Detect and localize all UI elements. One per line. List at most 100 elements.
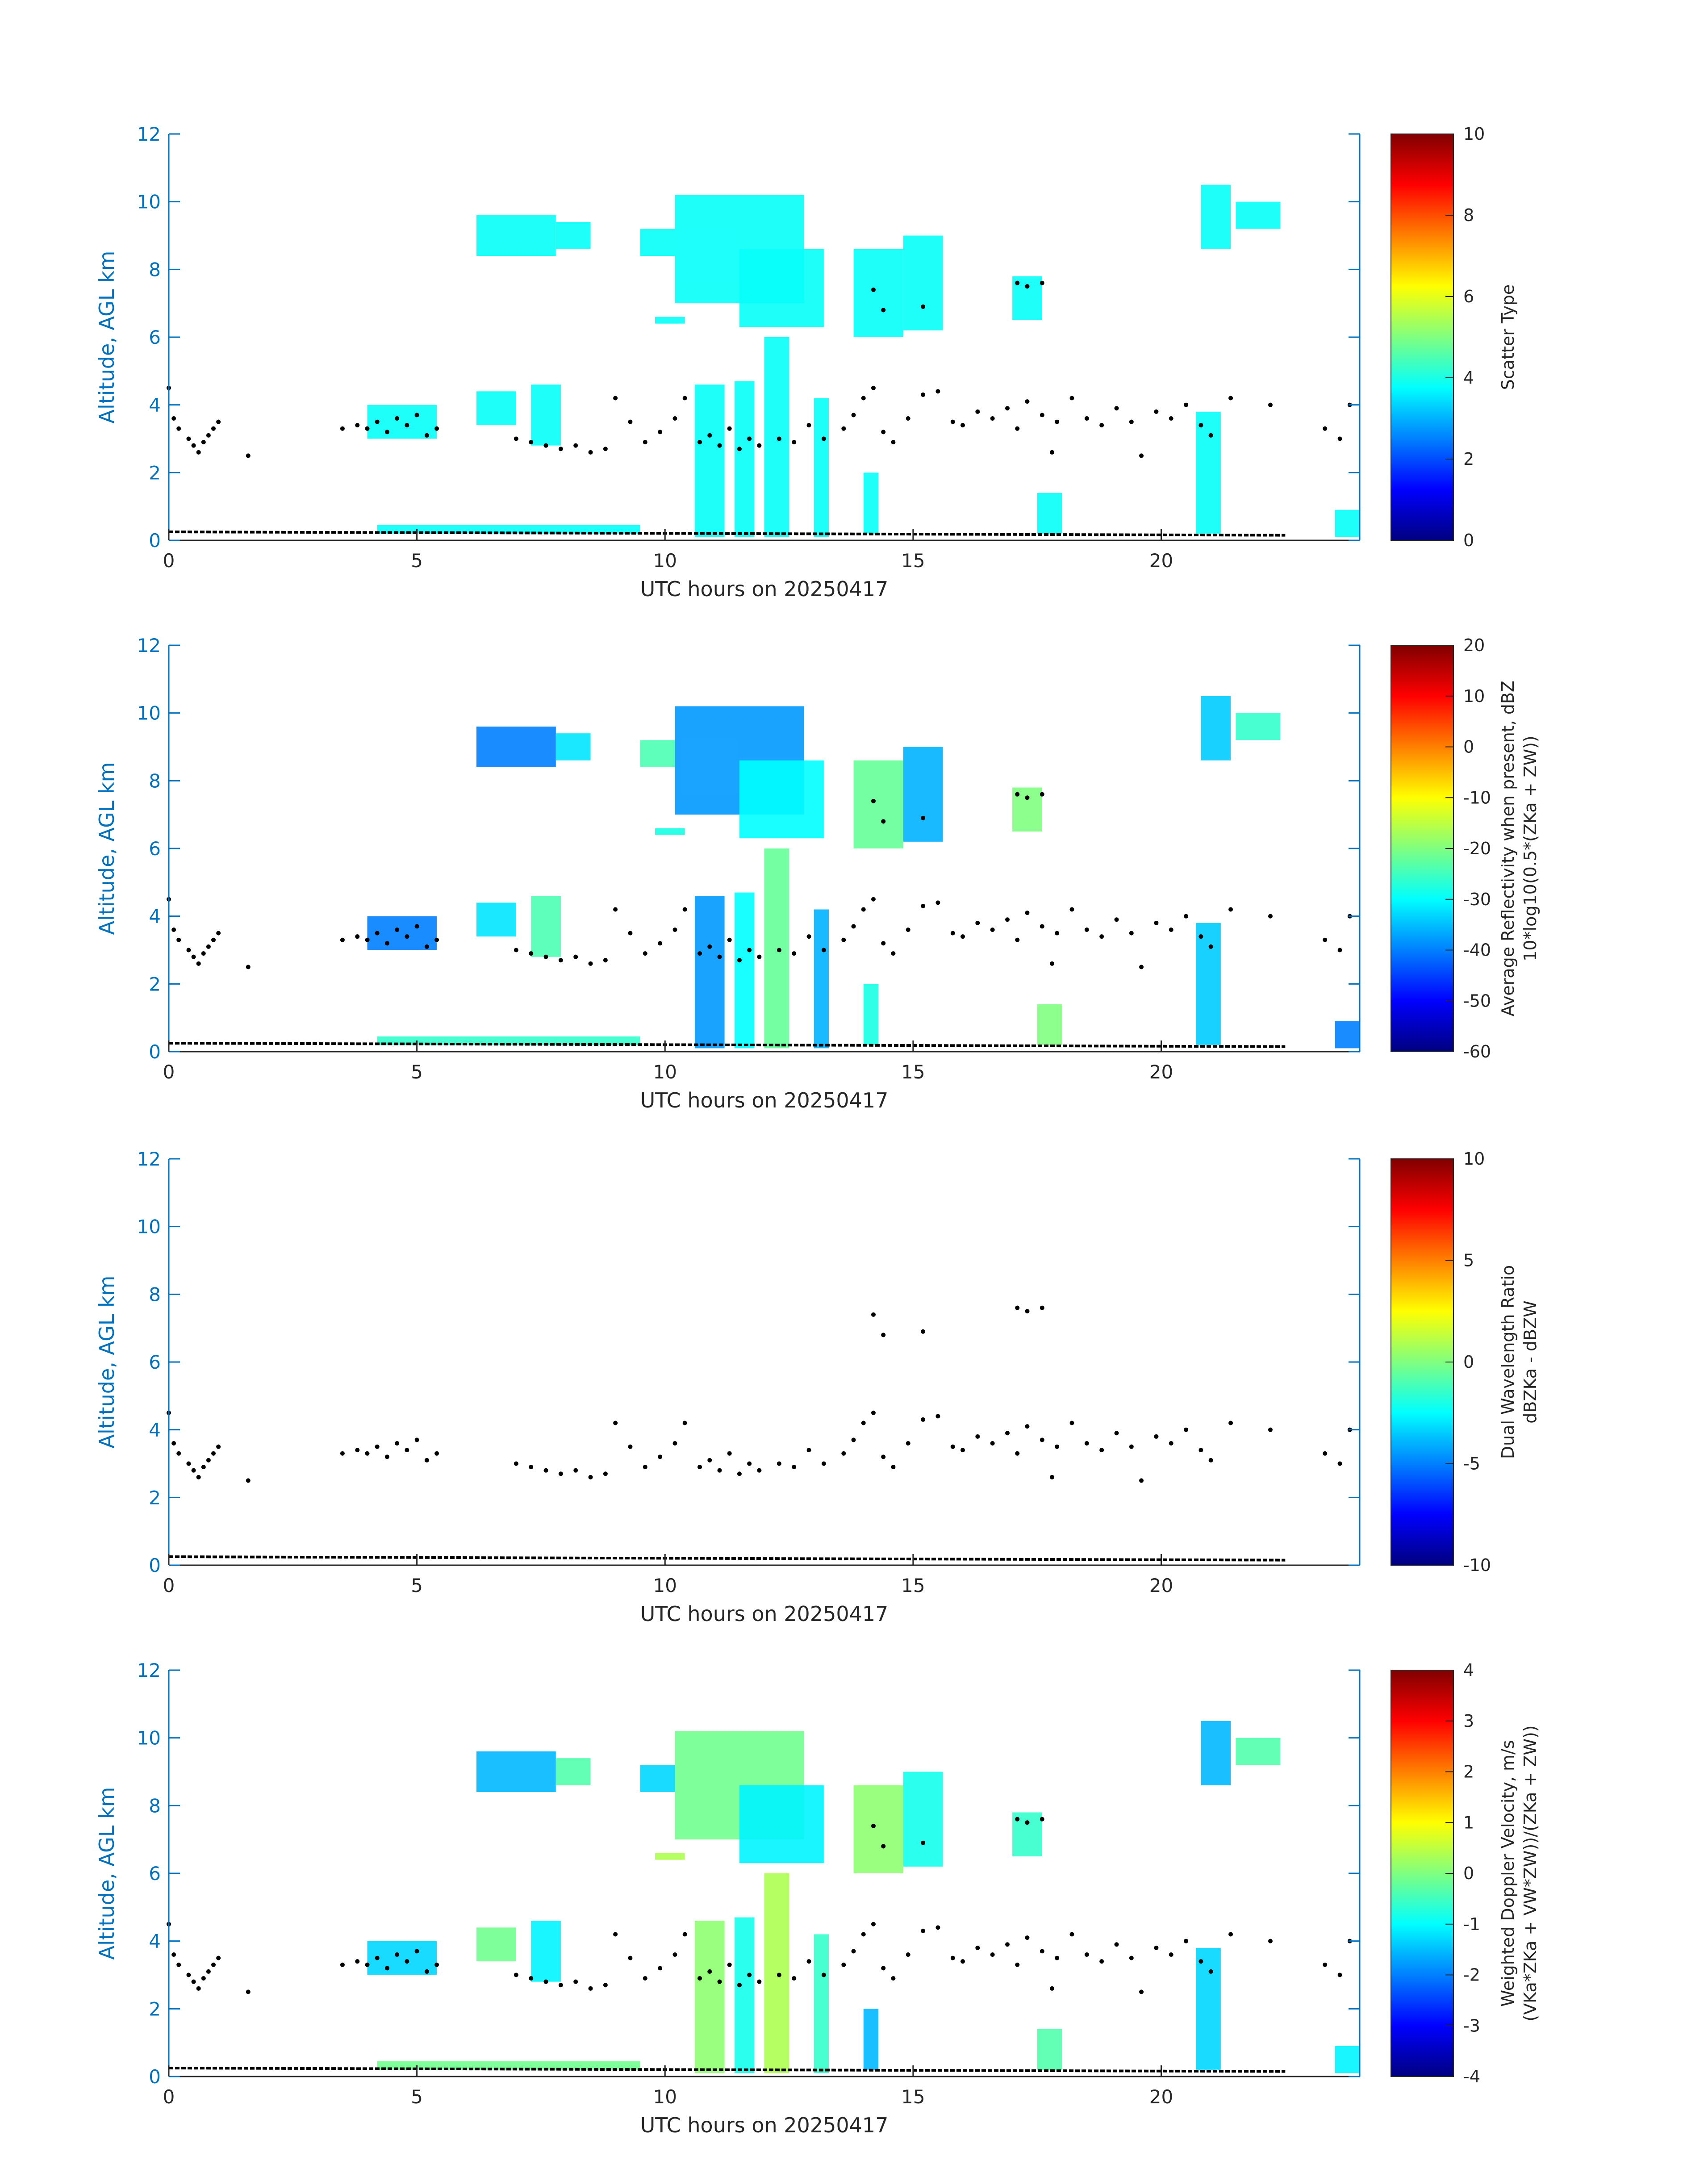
cloud-base-point <box>1025 1935 1030 1940</box>
x-tick-label: 10 <box>653 2086 677 2108</box>
cloud-base-point <box>206 1969 211 1974</box>
cloud-base-point <box>727 426 732 431</box>
cloud-base-point <box>355 1959 360 1964</box>
cloud-base-point <box>176 426 181 431</box>
cloud-base-point <box>603 958 608 963</box>
cloud-base-point <box>1268 1939 1273 1943</box>
cloud-region <box>476 215 556 256</box>
cloud-base-point <box>1025 399 1030 404</box>
cloud-base-point <box>529 440 534 445</box>
y-tick-label: 0 <box>149 530 161 552</box>
cloud-base-point <box>543 954 548 959</box>
cloud-base-point <box>1069 396 1074 401</box>
cloud-base-point <box>1005 406 1010 411</box>
cloud-base-point <box>747 948 752 953</box>
cloud-base-point <box>717 1979 722 1984</box>
cloud-base-point <box>658 430 663 435</box>
cloud-base-point <box>246 965 251 969</box>
cloud-base-point <box>424 1969 429 1974</box>
cloud-base-point <box>405 1959 409 1964</box>
cloud-base-point <box>588 1986 593 1991</box>
cloud-base-point <box>603 1471 608 1476</box>
cloud-region <box>764 337 789 537</box>
cloud-base-point <box>841 937 846 942</box>
cloud-base-point <box>871 798 876 803</box>
cloud-base-point <box>628 931 633 936</box>
y-tick-label: 4 <box>149 1930 161 1952</box>
colorbar-tick-label: -3 <box>1463 2016 1480 2035</box>
cloud-base-point <box>1154 920 1159 925</box>
cloud-base-point <box>747 1972 752 1977</box>
cloud-base-point <box>543 1979 548 1984</box>
cloud-base-point <box>960 934 965 939</box>
y-tick-label: 0 <box>149 1554 161 1576</box>
cloud-base-point <box>643 440 647 445</box>
cloud-base-point <box>414 924 419 929</box>
colorbar-tick-label: -30 <box>1463 890 1491 909</box>
cloud-base-point <box>588 1475 593 1479</box>
cloud-region <box>1037 493 1062 534</box>
cloud-region <box>531 896 561 957</box>
cloud-base-point <box>960 1448 965 1453</box>
cloud-base-point <box>841 1962 846 1967</box>
cloud-base-point <box>191 1979 196 1984</box>
cloud-base-point <box>792 1976 797 1981</box>
cloud-base-point <box>861 396 866 401</box>
cloud-base-point <box>1069 907 1074 912</box>
cloud-base-point <box>672 928 677 932</box>
cloud-base-point <box>871 897 876 902</box>
cloud-base-point <box>1050 1475 1055 1479</box>
cloud-base-point <box>1323 1962 1328 1967</box>
cloud-base-point <box>628 1444 633 1449</box>
cloud-region <box>739 1785 824 1864</box>
cloud-base-point <box>191 443 196 448</box>
cloud-region <box>764 1873 789 2073</box>
cloud-region <box>694 384 725 537</box>
colorbar-label: Scatter Type <box>1498 284 1518 390</box>
cloud-base-point <box>891 951 896 956</box>
cloud-base-point <box>1015 937 1020 942</box>
y-tick-label: 2 <box>149 973 161 995</box>
cloud-base-point <box>1015 426 1020 431</box>
x-tick-label: 0 <box>163 1061 175 1083</box>
cloud-region <box>814 1934 829 2073</box>
cloud-base-point <box>697 1465 702 1470</box>
cloud-base-point <box>821 948 826 953</box>
colorbar-tick-label: -60 <box>1463 1042 1491 1061</box>
cloud-base-point <box>960 423 965 428</box>
cloud-region <box>863 2009 879 2070</box>
cloud-region <box>734 381 755 537</box>
cloud-region <box>1201 184 1231 249</box>
cloud-base-point <box>434 937 439 942</box>
colorbar <box>1391 1670 1454 2077</box>
cloud-base-point <box>717 954 722 959</box>
cloud-region <box>863 984 879 1045</box>
y-tick-label: 4 <box>149 906 161 928</box>
y-tick-label: 6 <box>149 326 161 348</box>
cloud-base-point <box>375 1444 380 1449</box>
cloud-base-point <box>375 931 380 936</box>
cloud-base-point <box>216 1444 221 1449</box>
cloud-base-point <box>603 1983 608 1988</box>
cloud-base-point <box>1337 436 1342 441</box>
cloud-base-point <box>340 1962 345 1967</box>
cloud-base-point <box>628 419 633 424</box>
colorbar-label: Average Reflectivity when present, dBZ <box>1498 681 1518 1016</box>
cloud-base-point <box>216 419 221 424</box>
cloud-base-point <box>613 907 618 912</box>
x-tick-label: 0 <box>163 1575 175 1596</box>
y-tick-label: 0 <box>149 1041 161 1063</box>
cloud-base-point <box>658 1454 663 1459</box>
cloud-base-point <box>851 1437 856 1442</box>
cloud-base-point <box>871 1823 876 1828</box>
cloud-base-point <box>1139 453 1144 458</box>
cloud-base-point <box>792 440 797 445</box>
cloud-base-point <box>1184 1939 1189 1943</box>
cloud-region <box>694 1921 725 2073</box>
cloud-region <box>739 760 824 839</box>
cloud-base-point <box>573 1979 578 1984</box>
cloud-base-point <box>707 433 712 438</box>
cloud-region <box>1196 1947 1221 2070</box>
cloud-region <box>1196 923 1221 1045</box>
x-tick-label: 20 <box>1149 550 1173 572</box>
